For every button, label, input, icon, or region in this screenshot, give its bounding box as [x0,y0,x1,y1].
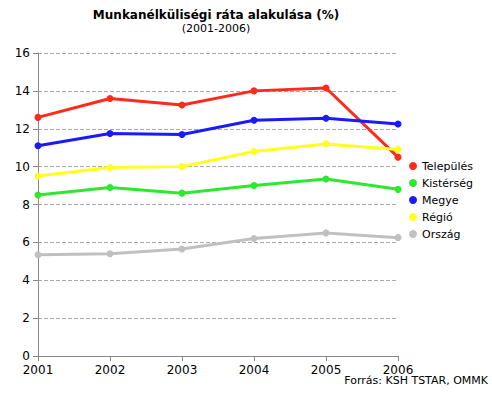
svg-text:2003: 2003 [167,363,198,377]
svg-text:Kistérség: Kistérség [422,177,473,190]
svg-text:2001: 2001 [23,363,54,377]
svg-text:2006: 2006 [383,363,414,377]
svg-text:2002: 2002 [95,363,126,377]
svg-text:4: 4 [22,273,30,287]
svg-text:Forrás: KSH TSTAR, OMMK: Forrás: KSH TSTAR, OMMK [344,374,489,387]
svg-text:14: 14 [15,84,30,98]
svg-text:2004: 2004 [239,363,270,377]
svg-text:Régió: Régió [422,211,453,224]
svg-text:(2001-2006): (2001-2006) [182,22,251,35]
svg-text:12: 12 [15,122,30,136]
svg-text:Ország: Ország [422,228,460,241]
svg-text:16: 16 [15,46,30,60]
svg-text:Megye: Megye [422,194,459,207]
svg-text:10: 10 [15,160,30,174]
svg-text:6: 6 [22,235,30,249]
svg-text:8: 8 [22,198,30,212]
svg-text:2005: 2005 [311,363,342,377]
svg-text:2: 2 [22,311,30,325]
svg-text:Munkanélküliségi ráta alakulás: Munkanélküliségi ráta alakulása (%) [93,8,339,22]
svg-text:0: 0 [22,349,30,363]
svg-text:Település: Település [421,160,473,173]
